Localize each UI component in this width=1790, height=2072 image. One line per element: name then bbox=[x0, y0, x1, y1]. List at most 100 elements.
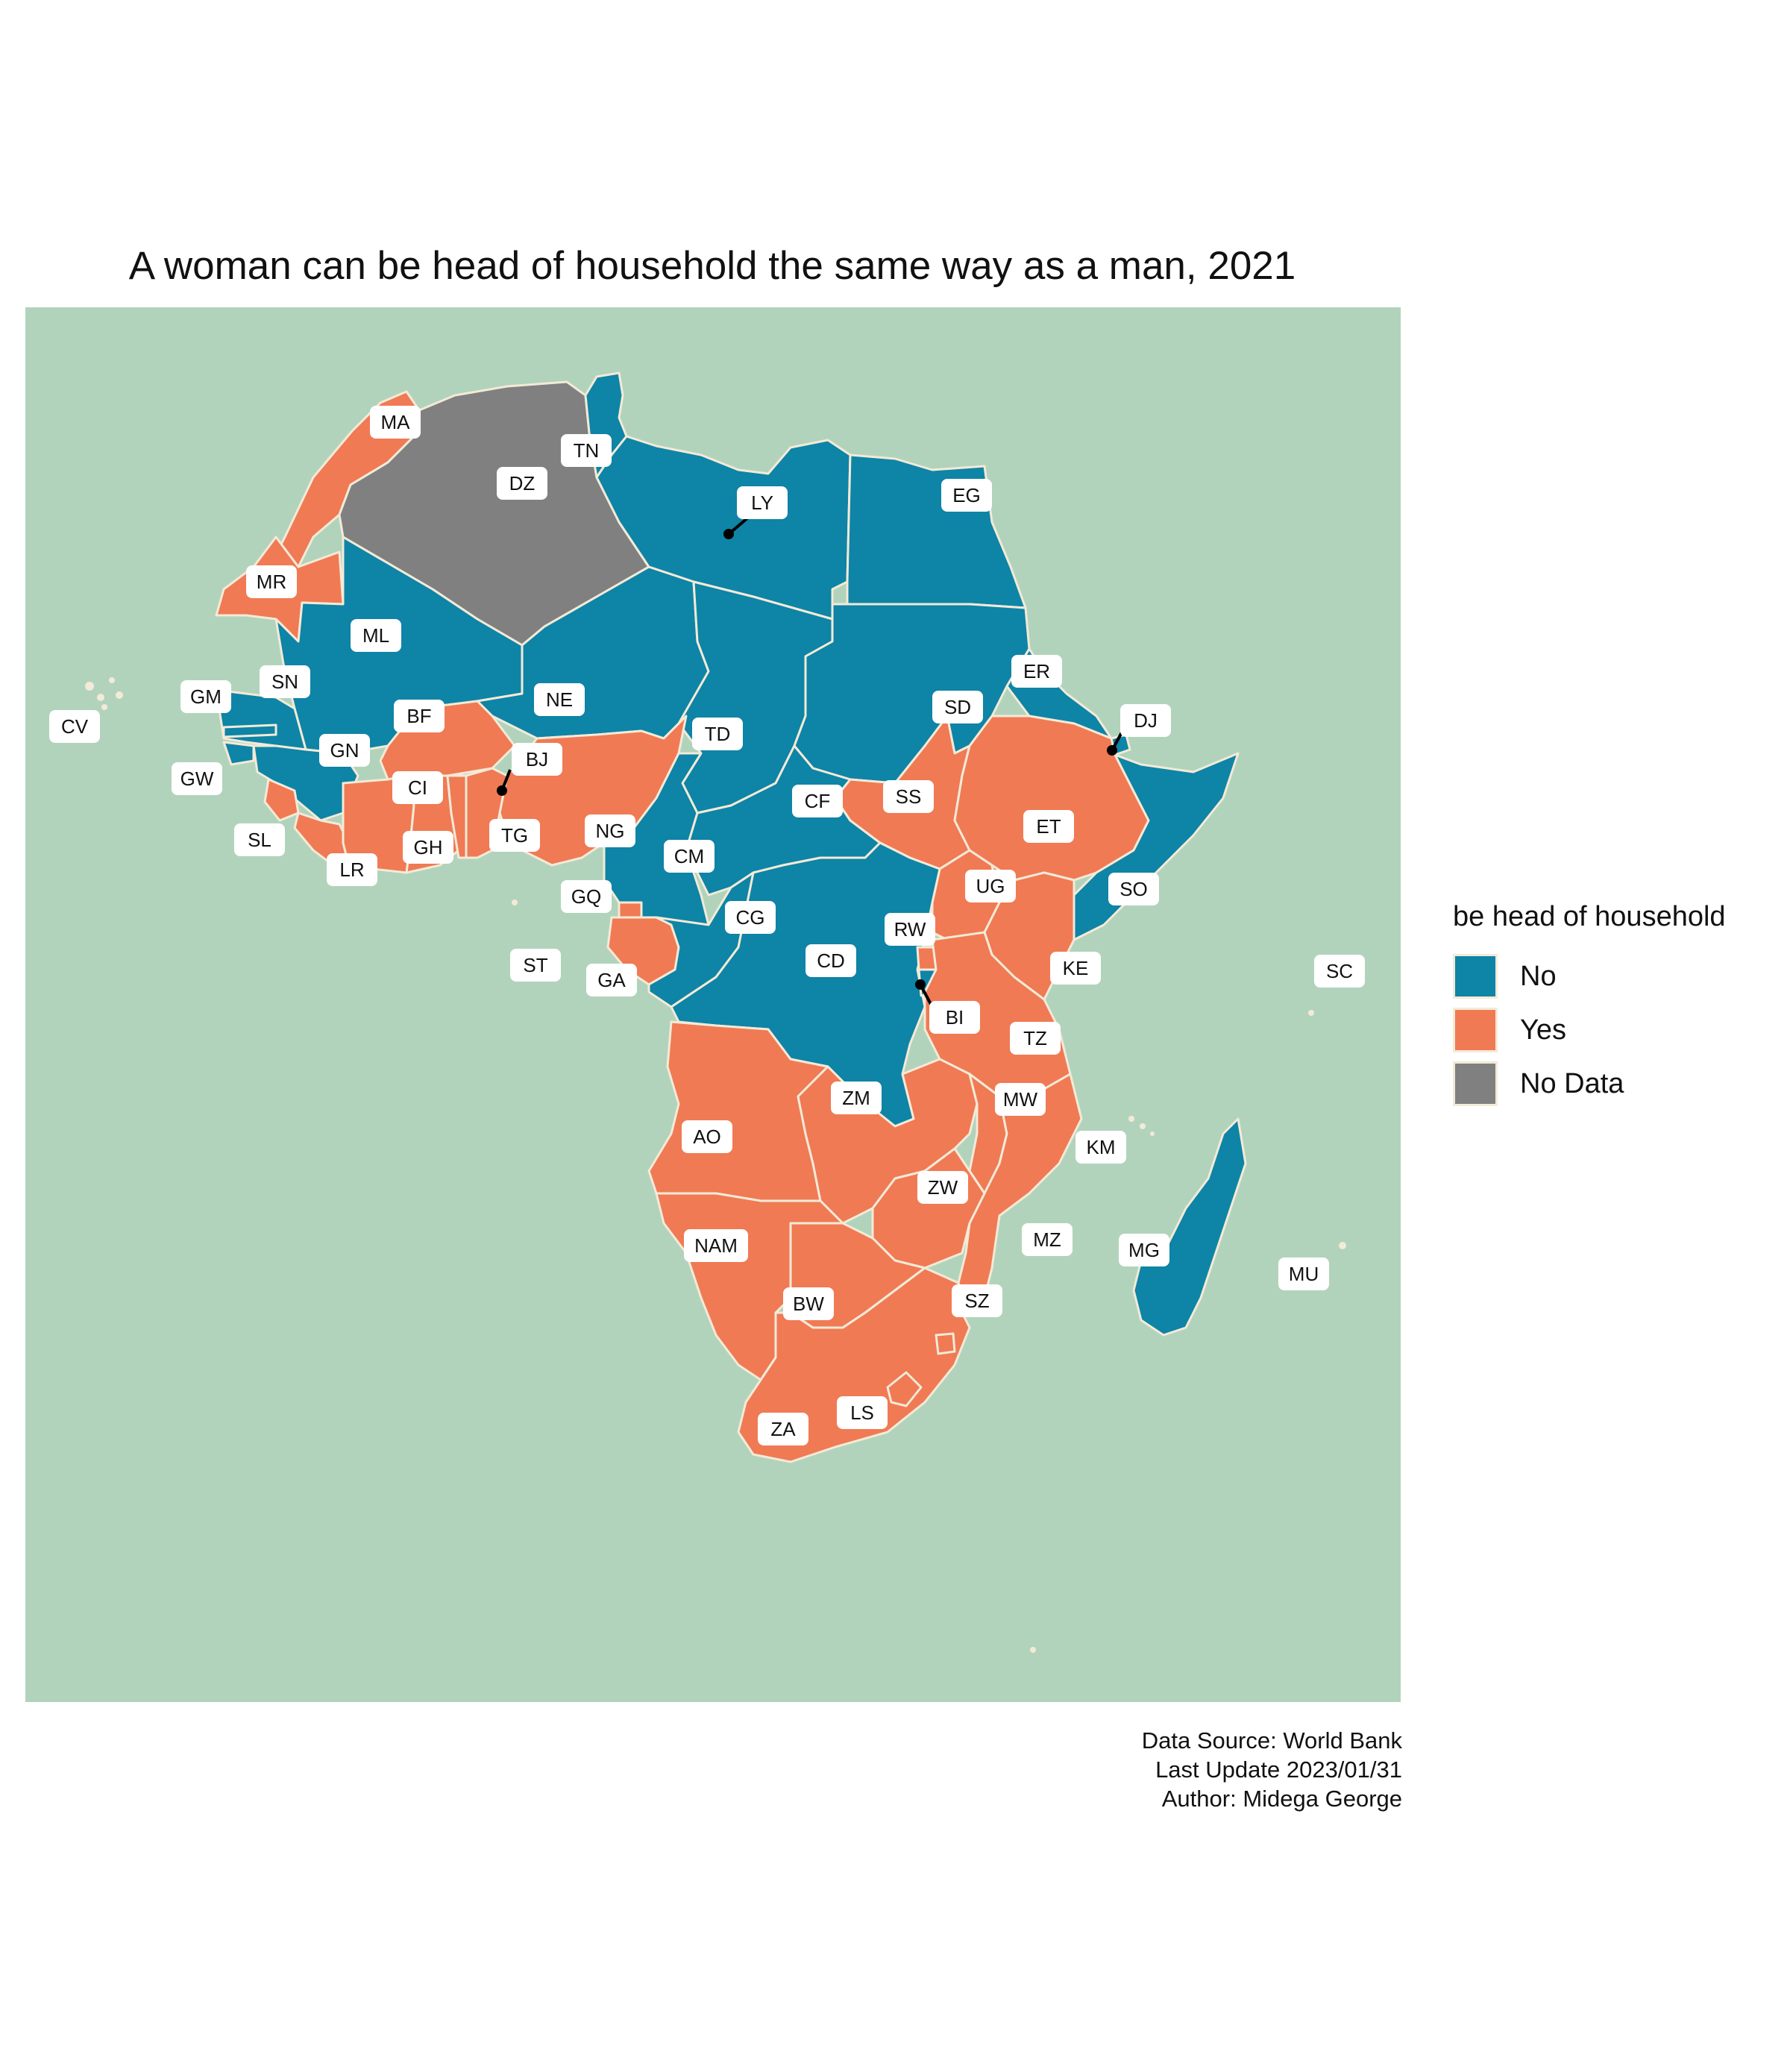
label-box bbox=[172, 762, 222, 795]
map-title: A woman can be head of household the sam… bbox=[128, 244, 1296, 288]
country-label-sd: SD bbox=[932, 691, 983, 723]
country-code: SZ bbox=[964, 1290, 989, 1312]
country-code: ET bbox=[1036, 815, 1061, 838]
country-label-dz: DZ bbox=[497, 467, 547, 500]
leader-arrowhead bbox=[497, 785, 507, 796]
region-ls bbox=[886, 1371, 923, 1407]
label-box bbox=[883, 780, 934, 813]
country-code: LY bbox=[751, 492, 773, 514]
country-label-cm: CM bbox=[664, 840, 715, 873]
country-code: GA bbox=[597, 969, 626, 991]
label-box bbox=[792, 785, 843, 817]
country-code: CV bbox=[61, 715, 89, 738]
label-box bbox=[941, 479, 992, 512]
label-box bbox=[327, 853, 377, 886]
label-box bbox=[1108, 873, 1159, 905]
country-code: MR bbox=[257, 571, 286, 593]
country-label-ml: ML bbox=[351, 619, 401, 652]
country-label-tg: TG bbox=[489, 819, 540, 852]
country-code: BJ bbox=[526, 748, 548, 770]
country-label-ne: NE bbox=[534, 683, 585, 716]
country-label-km: KM bbox=[1075, 1131, 1126, 1164]
label-box bbox=[1119, 1234, 1169, 1266]
country-code: CI bbox=[408, 776, 427, 799]
country-label-so: SO bbox=[1108, 873, 1159, 905]
island-mark bbox=[512, 900, 518, 905]
label-box bbox=[1050, 952, 1101, 985]
country-code: SO bbox=[1119, 878, 1148, 900]
legend-title: be head of household bbox=[1453, 901, 1726, 932]
country-code: TD bbox=[705, 723, 731, 745]
label-box bbox=[260, 665, 310, 698]
label-box bbox=[1023, 810, 1074, 843]
island-mark bbox=[1128, 1116, 1134, 1122]
country-code: BI bbox=[946, 1006, 964, 1029]
legend-swatch bbox=[1453, 1061, 1498, 1106]
country-label-ke: KE bbox=[1050, 952, 1101, 985]
region-sl bbox=[263, 778, 300, 822]
country-label-ga: GA bbox=[586, 964, 637, 996]
country-code: MG bbox=[1128, 1239, 1160, 1261]
island-mark bbox=[1339, 1242, 1346, 1249]
country-label-za: ZA bbox=[758, 1413, 808, 1445]
country-code: ER bbox=[1023, 660, 1050, 682]
label-box bbox=[932, 691, 983, 723]
label-box bbox=[664, 840, 715, 873]
label-box bbox=[684, 1229, 748, 1262]
island-mark bbox=[1030, 1647, 1036, 1653]
country-code: ZA bbox=[770, 1418, 796, 1440]
label-box bbox=[510, 949, 561, 982]
label-box bbox=[1075, 1131, 1126, 1164]
country-label-mr: MR bbox=[246, 565, 297, 598]
country-label-ly: LY bbox=[737, 486, 788, 519]
label-box bbox=[561, 434, 612, 467]
label-box bbox=[246, 565, 297, 598]
country-label-bw: BW bbox=[783, 1287, 834, 1320]
country-code: ML bbox=[362, 624, 389, 647]
country-label-nam: NAM bbox=[684, 1229, 748, 1262]
country-code: DJ bbox=[1134, 709, 1158, 732]
country-code: TN bbox=[574, 439, 600, 462]
country-label-mu: MU bbox=[1278, 1258, 1329, 1290]
country-label-st: ST bbox=[510, 949, 561, 982]
country-code: GQ bbox=[571, 885, 601, 908]
label-box bbox=[394, 700, 445, 732]
island-mark bbox=[85, 682, 94, 691]
legend-label: Yes bbox=[1520, 1014, 1566, 1046]
island-mark bbox=[1150, 1131, 1155, 1136]
map-panel: MA DZ TN LY EG MR ML NE TD SD ER DJ SN GM GW GN SL LR CI BF… bbox=[25, 307, 1401, 1702]
label-box bbox=[885, 913, 935, 946]
country-code: CG bbox=[736, 906, 765, 929]
label-box bbox=[351, 619, 401, 652]
country-label-sc: SC bbox=[1314, 955, 1365, 988]
country-code: GH bbox=[414, 836, 443, 858]
label-box bbox=[585, 814, 635, 847]
legend-item: Yes bbox=[1453, 1003, 1726, 1057]
country-code: NE bbox=[546, 688, 573, 711]
caption: Data Source: World Bank Last Update 2023… bbox=[1142, 1726, 1402, 1813]
country-label-gw: GW bbox=[172, 762, 222, 795]
legend-label: No bbox=[1520, 960, 1557, 992]
label-box bbox=[512, 743, 562, 776]
country-label-bj: BJ bbox=[512, 743, 562, 776]
country-label-dj: DJ bbox=[1120, 704, 1171, 737]
label-box bbox=[682, 1120, 732, 1153]
caption-author-name: Midega George bbox=[1243, 1786, 1402, 1812]
country-label-tz: TZ bbox=[1010, 1022, 1061, 1055]
label-box bbox=[586, 964, 637, 996]
country-label-mg: MG bbox=[1119, 1234, 1169, 1266]
country-label-zm: ZM bbox=[831, 1081, 882, 1114]
country-label-ug: UG bbox=[965, 870, 1016, 902]
region-mg bbox=[1132, 1117, 1247, 1337]
country-code: UG bbox=[976, 875, 1005, 897]
country-label-tn: TN bbox=[561, 434, 612, 467]
legend-label: No Data bbox=[1520, 1067, 1624, 1099]
region-tg bbox=[446, 774, 468, 859]
country-label-cf: CF bbox=[792, 785, 843, 817]
country-label-mz: MZ bbox=[1022, 1223, 1073, 1256]
country-code: DZ bbox=[509, 472, 536, 495]
region-gw bbox=[222, 741, 255, 766]
label-box bbox=[234, 823, 285, 856]
country-code: BW bbox=[793, 1293, 824, 1315]
country-label-rw: RW bbox=[885, 913, 935, 946]
